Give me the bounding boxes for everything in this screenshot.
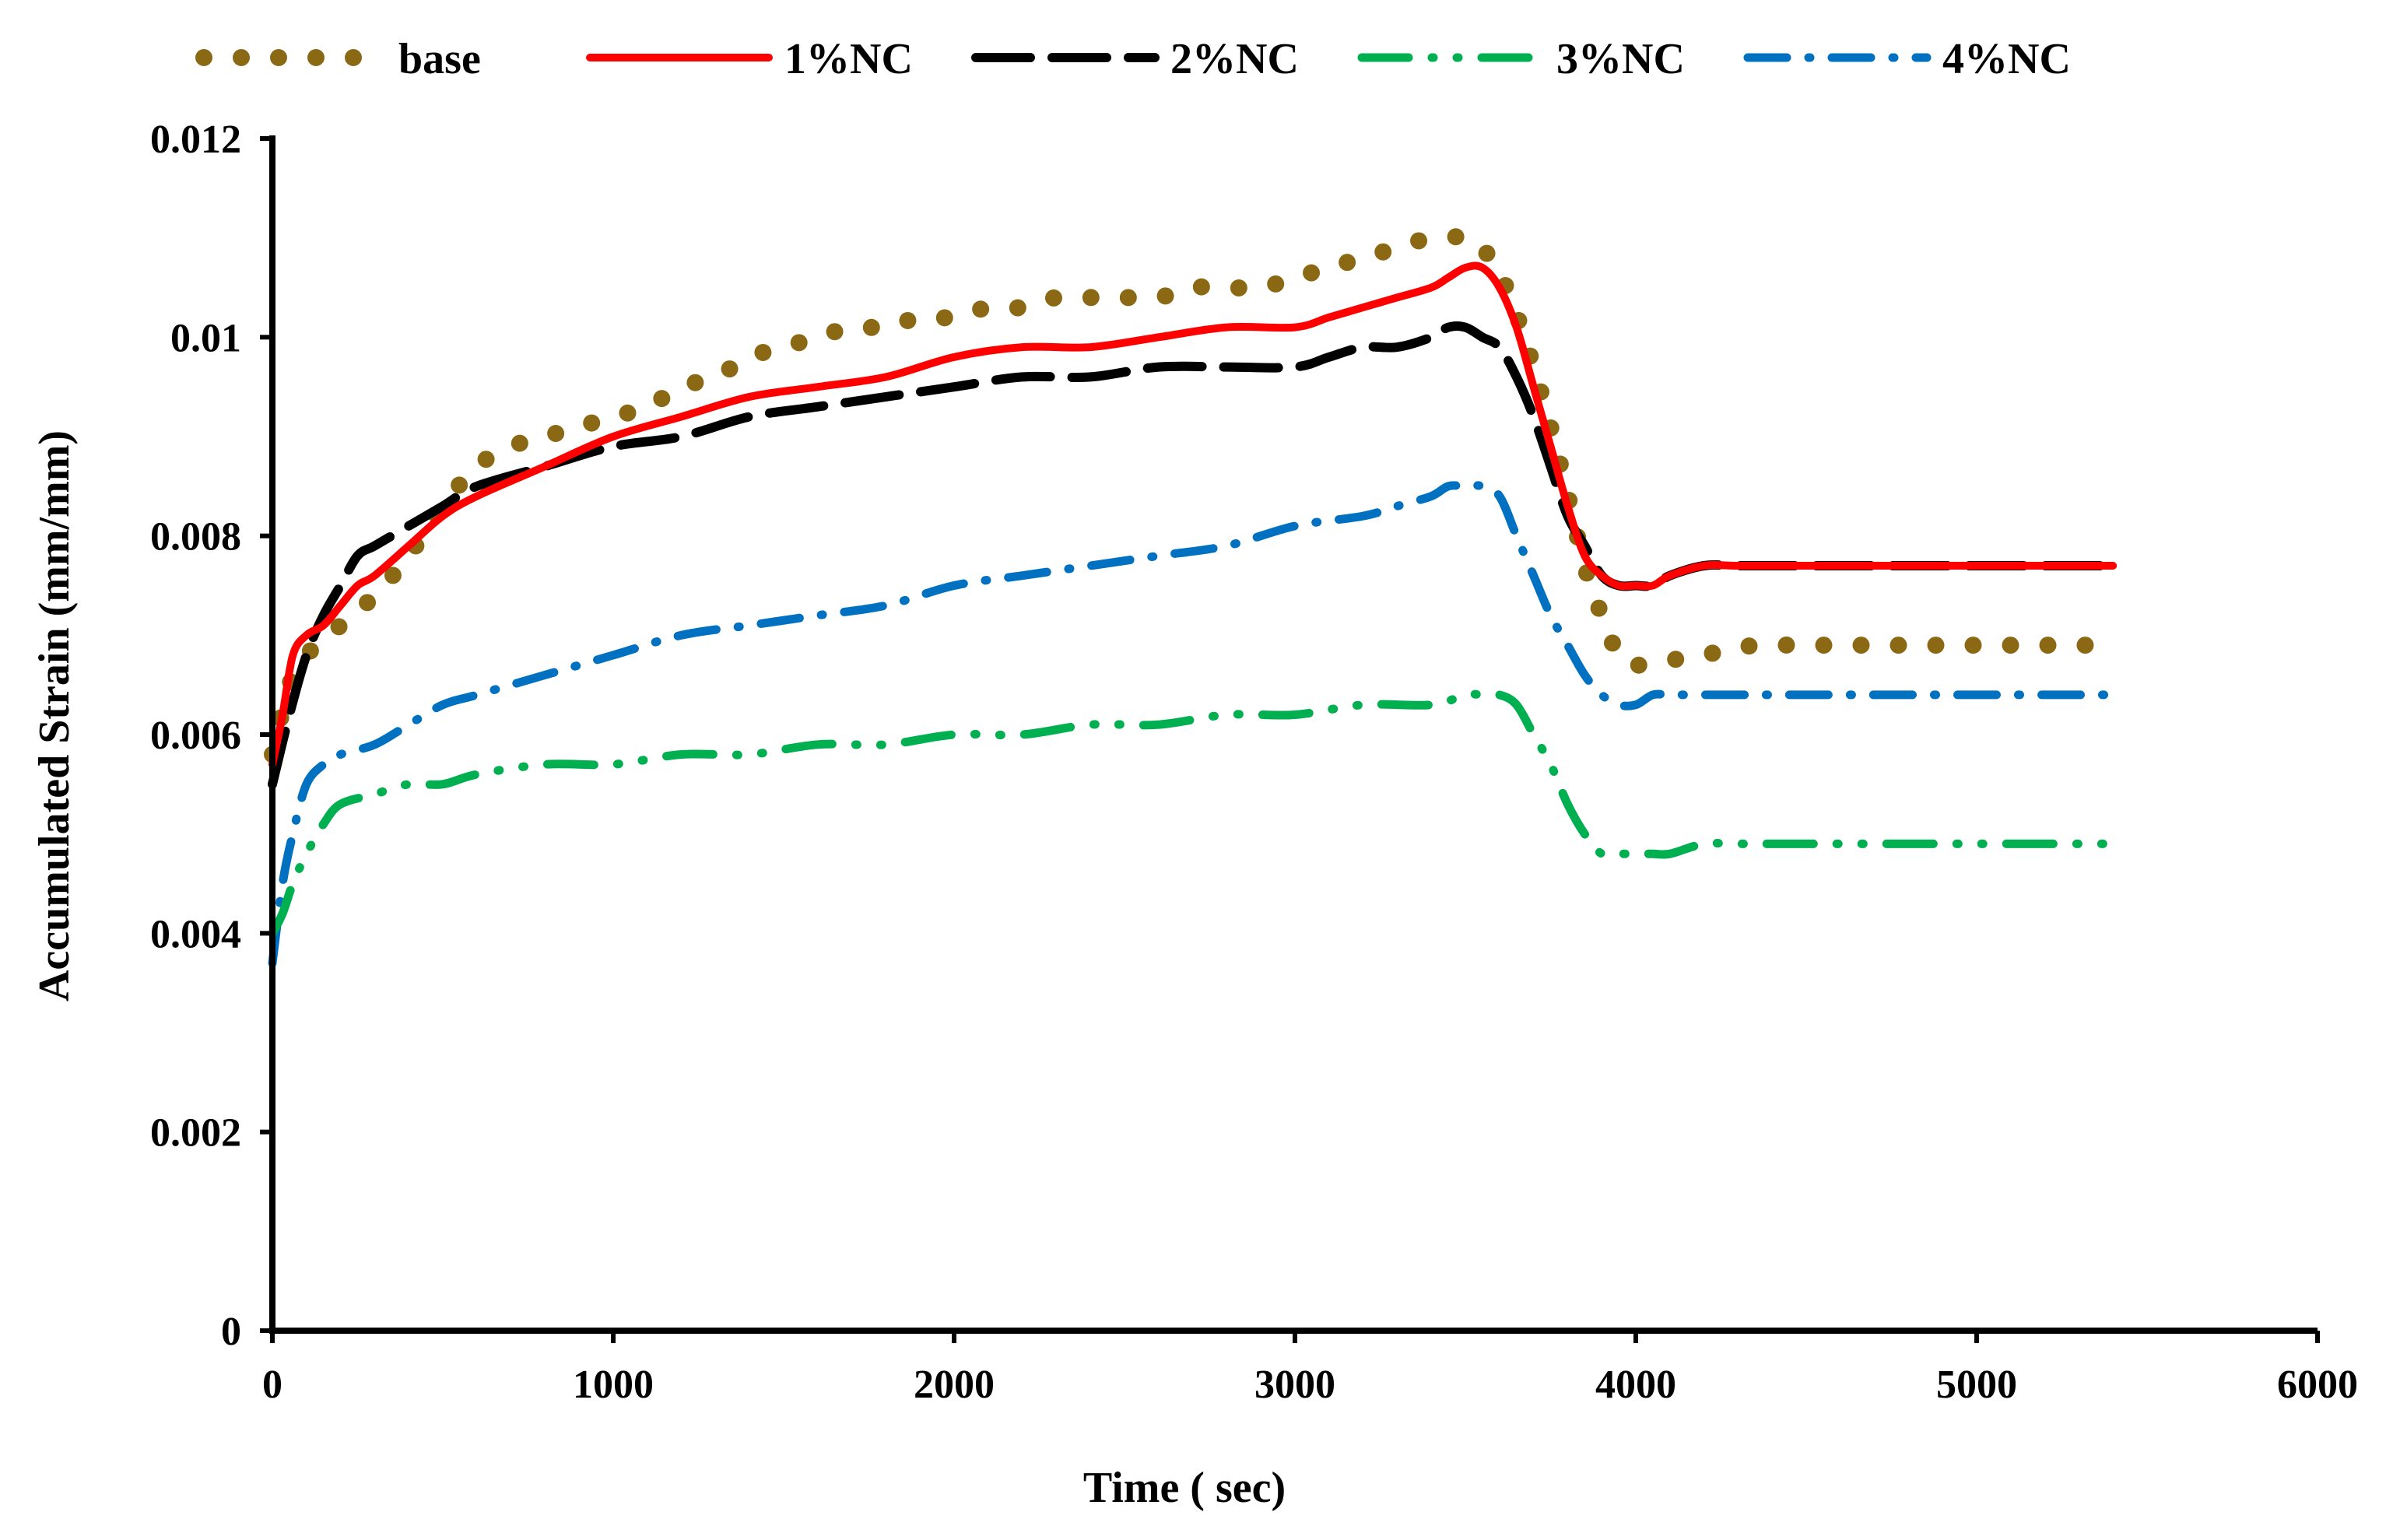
y-tick-label: 0 (221, 1310, 241, 1354)
y-tick-label: 0.002 (150, 1111, 241, 1156)
x-tick-label: 4000 (1595, 1363, 1676, 1407)
x-tick-label: 1000 (573, 1363, 654, 1407)
y-tick-label: 0.012 (150, 118, 241, 162)
legend-item-base: base (195, 35, 481, 83)
series-line-3pctnc (268, 689, 2118, 938)
legend-item-3pctnc: 3%NC (1357, 35, 1685, 83)
legend-item-1pctnc: 1%NC (586, 35, 913, 83)
x-tick-label: 0 (262, 1363, 282, 1407)
x-axis-title: Time ( sec) (1083, 1464, 1286, 1512)
legend-item-2pctnc: 2%NC (971, 35, 1299, 83)
legend-label: 4%NC (1942, 35, 2071, 83)
x-tick-label: 2000 (914, 1363, 995, 1407)
y-tick-label: 0.008 (150, 515, 241, 560)
legend-item-4pctnc: 4%NC (1743, 35, 2071, 83)
series-layer (264, 228, 2122, 968)
legend-label: 3%NC (1556, 35, 1685, 83)
y-tick-label: 0.004 (150, 912, 241, 956)
y-tick-label: 0.01 (170, 316, 241, 360)
series-line-4pctnc (268, 481, 2118, 968)
legend-label: base (398, 35, 481, 83)
legend-label: 2%NC (1170, 35, 1299, 83)
legend-label: 1%NC (784, 35, 913, 83)
y-tick-label: 0.006 (150, 714, 241, 758)
series-line-base (264, 228, 2122, 763)
legend: base 1%NC 2%NC 3%NC 4%NC (195, 35, 2071, 83)
x-tick-label: 5000 (1936, 1363, 2017, 1407)
x-tick-label: 6000 (2277, 1363, 2358, 1407)
x-tick-label: 3000 (1254, 1363, 1335, 1407)
y-axis-title: Accumulated Strain (mm/mm) (30, 430, 79, 1002)
axes (269, 135, 2318, 1334)
series-line-1pctnc (268, 261, 2118, 769)
ticks: 0 0.002 0.004 0.006 0.008 0.01 0.012 0 1000 2000 3… (150, 118, 2358, 1407)
